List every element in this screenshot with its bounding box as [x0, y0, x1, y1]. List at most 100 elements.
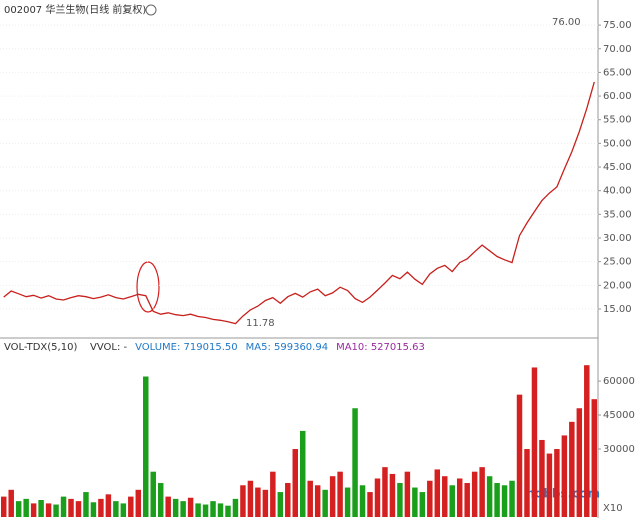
volume-bar: [561, 435, 568, 517]
y-tick-label: 30000: [603, 444, 635, 455]
volume-bar: [1, 496, 7, 517]
volume-bar: [45, 503, 52, 517]
y-tick-label: 20.00: [603, 280, 632, 291]
y-tick-label: 50.00: [603, 138, 632, 149]
volume-bar: [217, 503, 224, 517]
volume-bar: [105, 494, 112, 517]
volume-bar: [75, 501, 82, 517]
volume-bar: [23, 498, 29, 517]
y-tick-label: 30.00: [603, 233, 632, 244]
y-tick-label: 35.00: [603, 209, 632, 220]
volume-bar: [128, 496, 134, 517]
y-tick-label: 40.00: [603, 186, 632, 197]
y-tick-label: 15.00: [603, 304, 632, 315]
volume-bar: [516, 394, 523, 517]
volume-bar: [98, 498, 104, 517]
chart-title: 002007 华兰生物(日线 前复权): [4, 3, 146, 16]
price-line: [3, 81, 595, 325]
volume-bar: [584, 365, 590, 517]
volume-bar: [292, 449, 298, 517]
volume-bar: [434, 469, 441, 517]
volume-bar: [262, 489, 269, 517]
volume-bar: [449, 485, 455, 517]
volume-bar: [8, 489, 14, 517]
volume-bar: [539, 439, 545, 517]
volume-bar: [165, 496, 171, 517]
volume-bar: [501, 485, 508, 517]
y-tick-label: 65.00: [603, 67, 632, 78]
volume-bar: [442, 476, 448, 517]
volume-bar: [53, 504, 59, 517]
unit-label: X10: [603, 503, 623, 514]
volume-bar: [314, 485, 321, 517]
volume-bar: [195, 503, 201, 517]
volume-bar: [120, 503, 127, 517]
volume-bar: [591, 399, 597, 517]
volume-bar: [143, 376, 149, 517]
y-tick-label: 75.00: [603, 20, 632, 31]
volume-bar: [285, 483, 291, 517]
volume-bar: [180, 501, 186, 517]
volume-bar: [486, 476, 493, 517]
volume-bar: [225, 505, 231, 517]
volume-bar: [524, 449, 530, 517]
volume-bar: [367, 492, 373, 517]
legend-entry: VOLUME: 719015.50: [135, 342, 238, 353]
volume-bar: [412, 487, 418, 517]
volume-bar: [471, 471, 478, 517]
volume-bar: [60, 496, 67, 517]
volume-bar: [479, 467, 485, 517]
volume-bar: [240, 485, 246, 517]
volume-bar: [329, 476, 336, 517]
volume-bar: [464, 483, 470, 517]
volume-bar: [389, 473, 396, 517]
y-tick-label: 55.00: [603, 115, 632, 126]
legend-entry: VVOL: -: [90, 342, 127, 353]
volume-bar: [322, 489, 328, 517]
legend-entry: MA5: 599360.94: [246, 342, 328, 353]
volume-bar: [255, 487, 261, 517]
volume-bar: [359, 485, 366, 517]
volume-bar: [337, 471, 343, 517]
volume-bar: [30, 503, 37, 517]
volume-bar: [210, 501, 216, 517]
volume-bar: [172, 498, 179, 517]
y-tick-label: 45000: [603, 410, 635, 421]
annotation: 76.00: [552, 17, 581, 28]
volume-bar: [90, 502, 97, 517]
pane-title: VOL-TDX(5,10): [4, 342, 77, 353]
volume-bar: [531, 367, 538, 517]
volume-bar: [419, 492, 426, 517]
volume-bar: [270, 471, 276, 517]
volume-bar: [554, 449, 560, 517]
volume-bar: [38, 500, 44, 517]
annotation: 11.78: [246, 318, 275, 329]
volume-bar: [576, 408, 583, 517]
volume-bar: [157, 483, 164, 517]
volume-bar: [15, 501, 22, 517]
volume-bar: [202, 504, 209, 517]
volume-bar: [352, 408, 358, 517]
volume-bar: [374, 478, 381, 517]
volume-bar: [83, 492, 89, 517]
volume-bar: [247, 480, 254, 517]
volume-bar: [509, 480, 515, 517]
volume-bar: [135, 489, 142, 517]
volume-bar: [150, 471, 156, 517]
y-tick-label: 60.00: [603, 91, 632, 102]
volume-bar: [307, 480, 313, 517]
volume-bar: [569, 421, 575, 517]
volume-bar: [456, 478, 463, 517]
y-tick-label: 45.00: [603, 162, 632, 173]
volume-bar: [546, 453, 553, 517]
volume-bar: [427, 480, 433, 517]
volume-bar: [382, 467, 388, 517]
volume-bar: [113, 501, 119, 517]
y-tick-label: 60000: [603, 376, 635, 387]
menu-icon[interactable]: [145, 4, 157, 16]
volume-bar: [277, 492, 284, 517]
volume-bar: [494, 483, 500, 517]
y-tick-label: 25.00: [603, 257, 632, 268]
volume-bar: [397, 483, 403, 517]
